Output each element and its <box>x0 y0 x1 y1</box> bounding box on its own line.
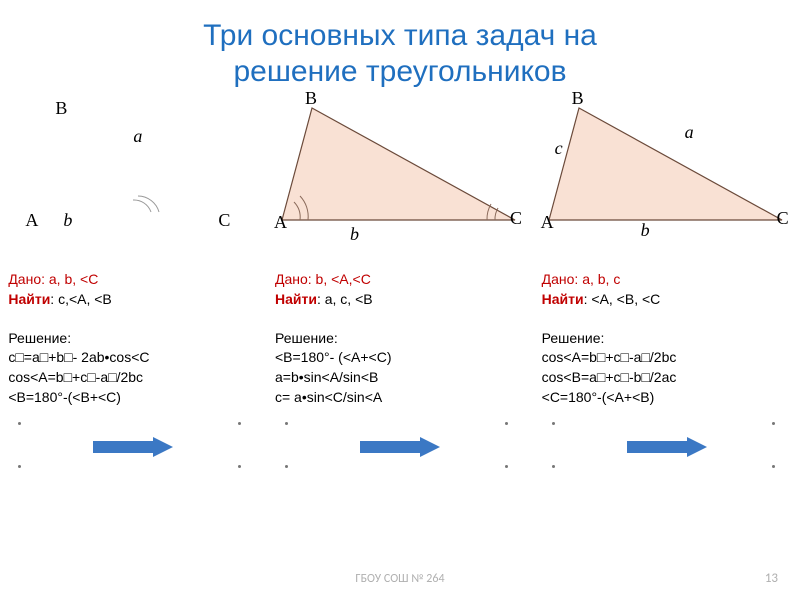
arrow-holder-1 <box>8 437 258 457</box>
angle-marks-1 <box>3 90 263 250</box>
dano-3: Дано: a, b, c <box>542 271 621 287</box>
diagram-2: B A C b <box>270 90 530 250</box>
footer-text: ГБОУ СОШ № 264 <box>0 572 800 586</box>
diagrams-row: B a A b C B A C b B A C a c b <box>0 90 800 250</box>
arrow-icon <box>93 437 173 457</box>
p1-s2: cos<A=b□+c□-a□/2bc <box>8 369 143 385</box>
side-a: a <box>685 122 694 143</box>
p2-s3: c= a•sin<C/sin<A <box>275 389 382 405</box>
side-b: b <box>641 220 650 241</box>
naiti-label-2: Найти <box>275 291 317 307</box>
p2-s2: a=b•sin<A/sin<B <box>275 369 378 385</box>
arrow-holder-3 <box>542 437 792 457</box>
arrow-icon <box>360 437 440 457</box>
p3-s3: <C=180°-(<A+<B) <box>542 389 655 405</box>
naiti-1: : c,<A, <B <box>50 291 111 307</box>
problem-3: Дано: a, b, c Найти: <A, <B, <C Решение:… <box>542 270 792 407</box>
vertex-A: A <box>274 212 287 233</box>
vertex-B: B <box>305 88 317 109</box>
p3-s2: cos<B=a□+c□-b□/2ac <box>542 369 677 385</box>
vertex-B: B <box>572 88 584 109</box>
title-line-2: решение треугольников <box>233 55 566 88</box>
diagram-3: B A C a c b <box>537 90 797 250</box>
problem-2: Дано: b, <A,<C Найти: a, c, <B Решение: … <box>275 270 525 407</box>
problems-row: Дано: a, b, <C Найти: c,<A, <B Решение: … <box>0 270 800 407</box>
vertex-C: C <box>510 208 522 229</box>
p1-s3: <B=180°-(<B+<C) <box>8 389 121 405</box>
dano-1: Дано: a, b, <C <box>8 271 98 287</box>
p2-s1: <B=180°- (<A+<C) <box>275 349 392 365</box>
naiti-label-1: Найти <box>8 291 50 307</box>
page-number: 13 <box>765 571 778 586</box>
p1-s1: c□=a□+b□- 2ab•cos<C <box>8 349 149 365</box>
dano-2: Дано: b, <A,<C <box>275 271 371 287</box>
triangle-3 <box>537 90 797 250</box>
sol-label-1: Решение: <box>8 330 71 346</box>
p3-s1: cos<A=b□+c□-a□/2bc <box>542 349 677 365</box>
diagram-1: B a A b C <box>3 90 263 250</box>
problem-1: Дано: a, b, <C Найти: c,<A, <B Решение: … <box>8 270 258 407</box>
side-b: b <box>350 224 359 245</box>
naiti-2: : a, c, <B <box>317 291 373 307</box>
sol-label-3: Решение: <box>542 330 605 346</box>
triangle-2 <box>270 90 530 250</box>
title-line-1: Три основных типа задач на <box>203 19 597 52</box>
arrow-icon <box>627 437 707 457</box>
naiti-label-3: Найти <box>542 291 584 307</box>
vertex-C: C <box>777 208 789 229</box>
vertex-A: A <box>541 212 554 233</box>
side-c: c <box>555 138 563 159</box>
arrows-row <box>0 437 800 457</box>
page-title: Три основных типа задач на решение треуг… <box>0 0 800 90</box>
sol-label-2: Решение: <box>275 330 338 346</box>
arrow-holder-2 <box>275 437 525 457</box>
naiti-3: : <A, <B, <C <box>584 291 661 307</box>
